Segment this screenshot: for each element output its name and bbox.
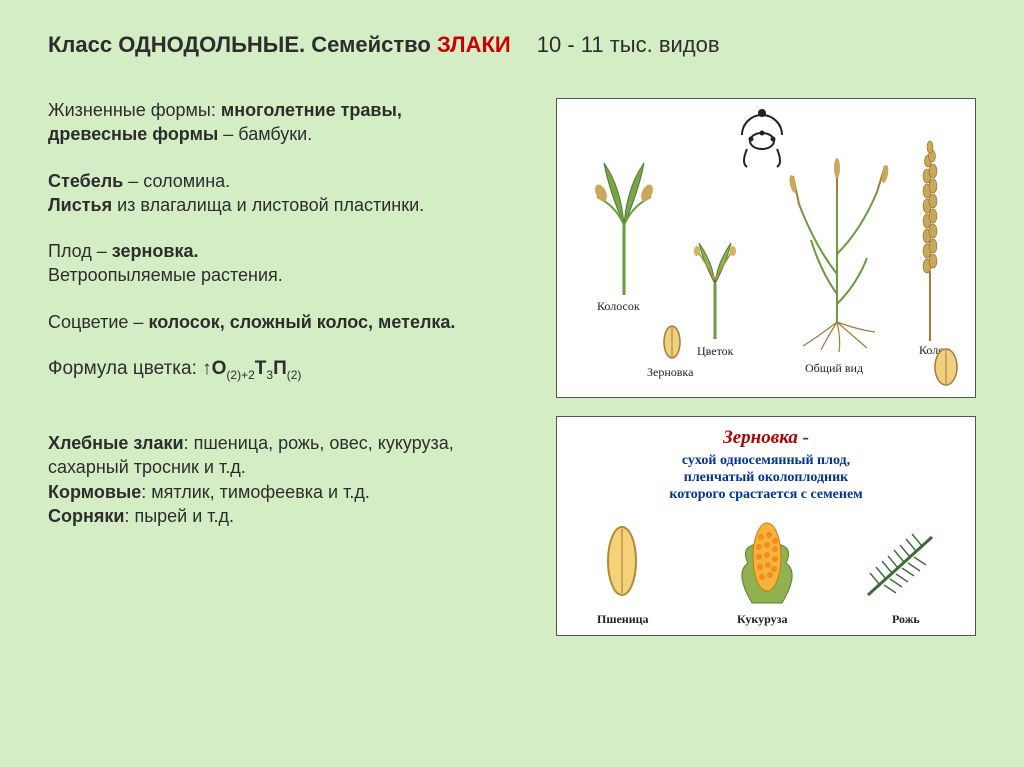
fodder-list: : мятлик, тимофеевка и т.д. bbox=[141, 482, 370, 502]
fig2-sub-l1: сухой односемянный плод, bbox=[682, 453, 850, 468]
fodder-label: Кормовые bbox=[48, 482, 141, 502]
formula-O-sub: (2)+2 bbox=[226, 368, 254, 382]
rozh-label: Рожь bbox=[892, 612, 920, 627]
life-forms-herbs: многолетние травы, bbox=[221, 100, 402, 120]
life-forms-para: Жизненные формы: многолетние травы, древ… bbox=[48, 98, 528, 147]
rozh-icon bbox=[862, 525, 942, 605]
stem-leaves-para: Стебель – соломина. Листья из влагалища … bbox=[48, 169, 528, 218]
pollination: Ветроопыляемые растения. bbox=[48, 265, 283, 285]
family-emph: ЗЛАКИ bbox=[437, 32, 511, 57]
fig2-subtitle: сухой односемянный плод, пленчатый около… bbox=[557, 453, 975, 503]
flower-formula: Формула цветка: ↑О(2)+2Т3П(2) bbox=[48, 356, 528, 383]
figure-plant-diagram: Колосок Цветок Зерновка bbox=[556, 98, 976, 398]
infl-prefix: Соцветие – bbox=[48, 312, 143, 332]
bread-label: Хлебные злаки bbox=[48, 433, 184, 453]
zernovka-icon bbox=[662, 324, 682, 360]
tsvetok-label: Цветок bbox=[697, 344, 734, 359]
stem-label: Стебель bbox=[48, 171, 123, 191]
left-column: Жизненные формы: многолетние травы, древ… bbox=[48, 98, 528, 636]
kolosok-label: Колосок bbox=[597, 299, 640, 314]
formula-arrow: ↑ bbox=[202, 358, 212, 379]
content: Жизненные формы: многолетние травы, древ… bbox=[48, 98, 976, 636]
tsvetok-icon bbox=[685, 239, 745, 339]
obshiy-vid-icon bbox=[767, 154, 907, 354]
right-column: Колосок Цветок Зерновка bbox=[556, 98, 976, 636]
fig2-title: Зерновка - bbox=[557, 427, 975, 449]
formula-P: П bbox=[273, 358, 287, 379]
weeds-list: : пырей и т.д. bbox=[124, 506, 234, 526]
leaves-label: Листья bbox=[48, 195, 112, 215]
title-main: Класс ОДНОДОЛЬНЫЕ. Семейство ЗЛАКИ bbox=[48, 32, 511, 58]
grain-right-icon bbox=[932, 347, 960, 387]
zernovka-label: Зерновка bbox=[647, 365, 693, 380]
weeds-label: Сорняки bbox=[48, 506, 124, 526]
formula-T: Т bbox=[255, 358, 267, 379]
infl-text: колосок, сложный колос, метелка. bbox=[148, 312, 455, 332]
formula-O: О bbox=[212, 358, 227, 379]
species-count: 10 - 11 тыс. видов bbox=[537, 32, 720, 58]
life-forms-woody-ex: – бамбуки. bbox=[223, 124, 312, 144]
title-row: Класс ОДНОДОЛЬНЫЕ. Семейство ЗЛАКИ 10 - … bbox=[48, 32, 976, 58]
class-label: Класс ОДНОДОЛЬНЫЕ. bbox=[48, 32, 305, 57]
kukuruza-label: Кукуруза bbox=[737, 612, 787, 627]
pshenitsa-label: Пшеница bbox=[597, 612, 649, 627]
fig2-sub-l3: которого срастается с семенем bbox=[669, 487, 862, 502]
formula-label: Формула цветка: bbox=[48, 358, 197, 379]
pshenitsa-icon bbox=[597, 517, 647, 605]
family-prefix: Семейство bbox=[311, 32, 431, 57]
fruit-name: зерновка. bbox=[112, 241, 199, 261]
examples-para: Хлебные злаки: пшеница, рожь, овес, куку… bbox=[48, 431, 528, 528]
figure-zernovka: Зерновка - сухой односемянный плод, плен… bbox=[556, 416, 976, 636]
stem-text: – соломина. bbox=[128, 171, 230, 191]
life-forms-woody: древесные формы bbox=[48, 124, 218, 144]
formula-P-sub: (2) bbox=[287, 368, 302, 382]
fruit-prefix: Плод – bbox=[48, 241, 107, 261]
kolos-icon bbox=[915, 121, 945, 341]
fruit-para: Плод – зерновка. Ветроопыляемые растения… bbox=[48, 239, 528, 288]
kukuruza-icon bbox=[732, 513, 802, 605]
kolosok-icon bbox=[579, 155, 669, 295]
inflorescence-para: Соцветие – колосок, сложный колос, метел… bbox=[48, 310, 528, 334]
life-forms-prefix: Жизненные формы: bbox=[48, 100, 216, 120]
leaves-text: из влагалища и листовой пластинки. bbox=[117, 195, 424, 215]
obshiy-label: Общий вид bbox=[805, 361, 863, 376]
fig2-sub-l2: пленчатый околоплодник bbox=[684, 470, 848, 485]
